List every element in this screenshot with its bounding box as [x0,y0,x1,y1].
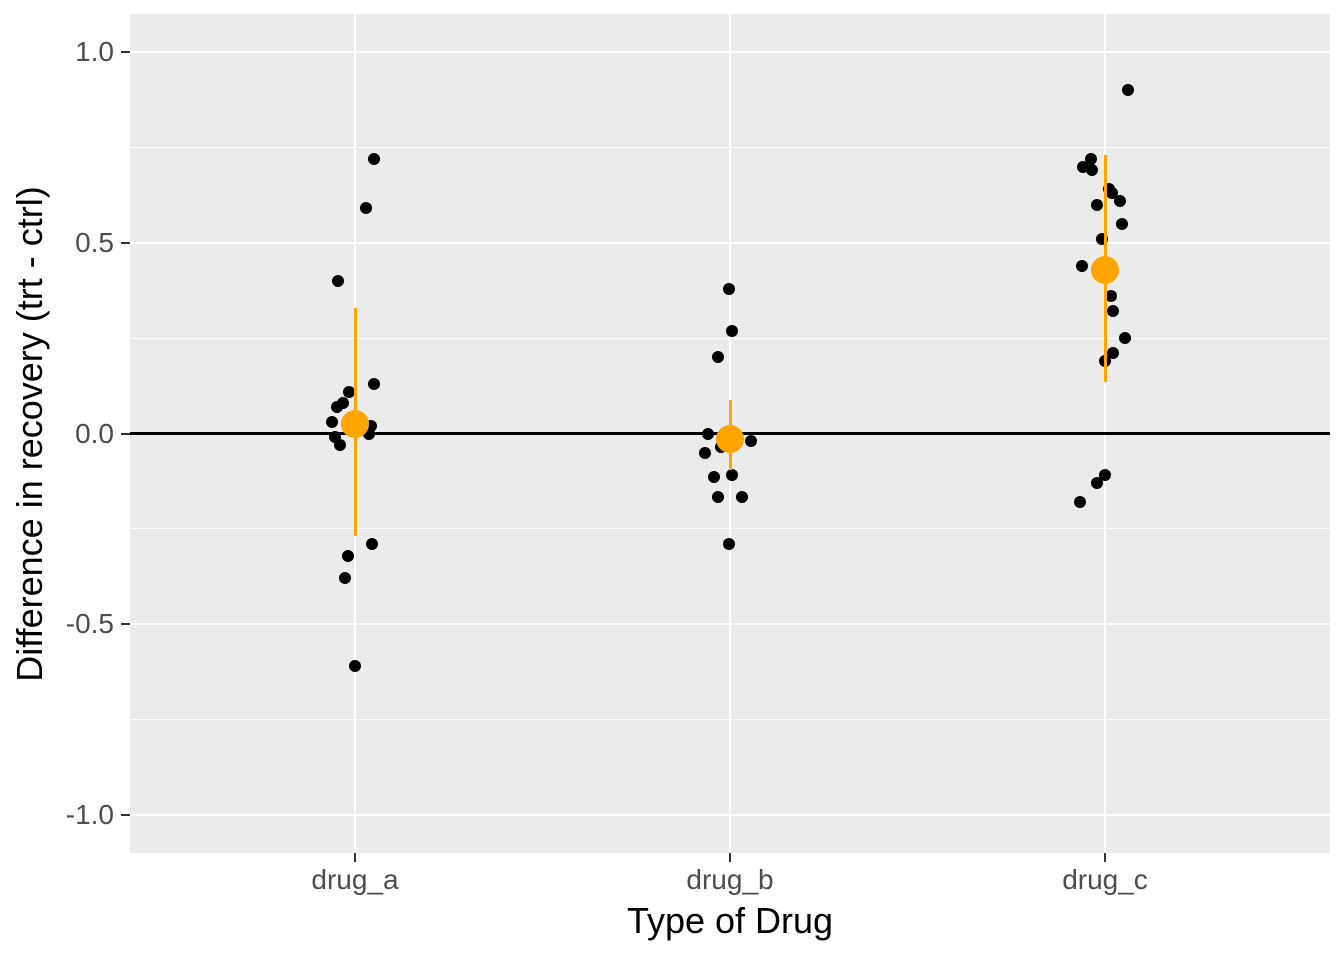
mean-point [716,425,744,454]
jitter-point [360,202,372,215]
jitter-point [745,435,757,448]
jitter-point [368,152,380,165]
x-axis-tick [1104,853,1106,862]
jitter-point [723,282,735,295]
jitter-point [1119,332,1131,345]
jitter-point [343,385,355,398]
jitter-point [342,549,354,562]
jitter-point [1091,477,1103,490]
jitter-point [1091,198,1103,211]
jitter-point [1085,152,1097,165]
jitter-point [1114,194,1126,207]
jitter-point [1107,347,1119,360]
jitter-point [332,274,344,287]
y-axis-title: Difference in recovery (trt - ctrl) [9,186,50,682]
y-axis-tick [121,241,130,244]
jitter-point [1086,164,1098,177]
jitter-point [349,660,361,673]
jitter-point [723,538,735,551]
y-tick-label: 1.0 [75,36,114,68]
y-axis-tick [121,432,130,435]
x-axis-title: Type of Drug [626,900,834,941]
jitter-point [699,446,711,459]
jitter-point [1105,290,1117,303]
x-tick-label: drug_b [686,864,774,895]
y-axis-tick [121,51,130,54]
y-tick-label: -0.5 [65,608,114,640]
jitter-point [736,491,748,504]
jitter-point [334,438,346,451]
jitter-point [1076,259,1088,272]
jitter-point [726,324,738,337]
jitter-point [702,427,714,440]
plot-panel [130,14,1330,853]
y-axis-tick [121,623,130,626]
y-axis-tick [121,813,130,816]
y-tick-label: -1.0 [65,798,114,830]
jitter-point [712,351,724,364]
jitter-point [726,469,738,482]
x-axis-tick [354,853,356,862]
x-tick-label: drug_c [1062,864,1148,895]
jitter-point [331,400,343,413]
jitter-point [339,572,351,585]
y-tick-label: 0.0 [75,417,114,449]
jitter-point [366,538,378,551]
jitter-point [1099,469,1111,482]
jitter-point [1122,84,1134,97]
jitter-point [1107,305,1119,318]
jitter-point [708,470,720,483]
jitter-point [326,416,338,429]
x-tick-label: drug_a [311,864,399,895]
y-tick-label: 0.5 [75,226,114,258]
jitter-point [1074,496,1086,509]
jitter-point [368,377,380,390]
mean-point [1091,255,1119,284]
jitter-point [712,491,724,504]
x-axis-tick [729,853,731,862]
jitter-point [1116,217,1128,230]
mean-point [341,409,369,438]
